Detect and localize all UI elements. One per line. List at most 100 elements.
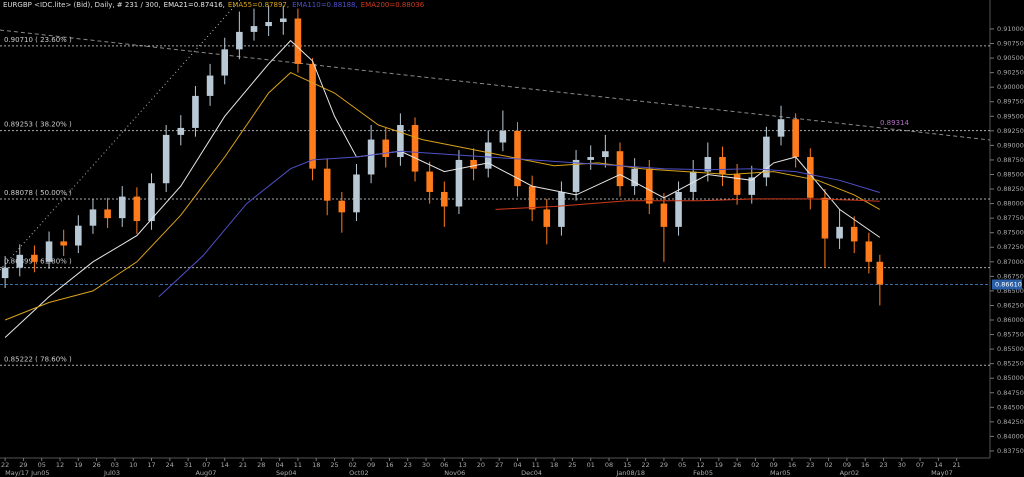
- x-tick-label: 04: [275, 461, 283, 469]
- header-ema-label: EMA55=0.87897,: [228, 1, 289, 9]
- candle-body: [1, 267, 9, 279]
- candle-body: [338, 200, 346, 213]
- candle-body: [16, 254, 24, 268]
- candle-body: [89, 209, 97, 226]
- x-tick-label: 12: [56, 461, 64, 469]
- y-tick-label: 0.89250: [997, 127, 1024, 135]
- x-tick-label: 08: [605, 461, 613, 469]
- month-label: May07: [931, 469, 953, 477]
- candle-body: [411, 125, 419, 172]
- x-tick-label: 07: [202, 461, 210, 469]
- candle-body: [499, 130, 507, 143]
- y-tick-label: 0.86500: [997, 287, 1024, 295]
- x-tick-label: 30: [898, 461, 906, 469]
- y-tick-label: 0.88750: [997, 156, 1024, 164]
- x-tick-label: 16: [385, 461, 393, 469]
- candle-body: [470, 159, 477, 169]
- trend-line-up: [0, 0, 241, 271]
- y-tick-label: 0.88000: [997, 200, 1024, 208]
- candle-body: [528, 186, 536, 210]
- header-ema-label: EMA21=0.87416,: [164, 1, 225, 9]
- y-tick-label: 0.87750: [997, 214, 1024, 222]
- month-label: Mar05: [770, 469, 791, 477]
- x-tick-label: 25: [330, 461, 338, 469]
- candle-body: [426, 171, 433, 192]
- candle-body: [616, 151, 624, 187]
- x-tick-label: 12: [696, 461, 704, 469]
- month-label: Aug07: [195, 469, 216, 477]
- candle-body: [323, 168, 331, 201]
- plot: 0.90710 ( 23.60% ) 0.89253 ( 38.20% ) 0.88…: [0, 5, 990, 366]
- x-tick-label: 23: [404, 461, 412, 469]
- x-tick-label: 05: [678, 461, 686, 469]
- ema-line: [495, 198, 880, 210]
- candle-body: [221, 49, 229, 76]
- x-tick-label: 20: [477, 461, 485, 469]
- x-tick-label: 31: [184, 461, 192, 469]
- candle-body: [353, 174, 360, 213]
- candle-body: [60, 241, 67, 246]
- y-tick-label: 0.86750: [997, 272, 1024, 280]
- candle-body: [162, 134, 170, 184]
- candle-body: [660, 203, 668, 227]
- x-tick-label: 21: [239, 461, 247, 469]
- x-tick-label: 28: [257, 461, 265, 469]
- candle-body: [876, 261, 884, 285]
- last-price-box: [992, 279, 1022, 290]
- candle-body: [807, 157, 814, 198]
- candle-body: [777, 119, 785, 137]
- x-tick-label: 24: [166, 461, 174, 469]
- candle-body: [865, 241, 873, 262]
- y-tick-label: 0.84250: [997, 418, 1024, 426]
- x-tick-label: 22: [641, 461, 649, 469]
- fib-level-label: 0.88078 ( 50.00% ): [4, 189, 72, 197]
- y-tick-label: 0.90500: [997, 54, 1024, 62]
- x-tick-label: 16: [861, 461, 869, 469]
- candle-body: [45, 241, 53, 262]
- candle-body: [748, 177, 756, 195]
- y-tick-label: 0.88250: [997, 185, 1024, 193]
- x-tick-label: 23: [806, 461, 814, 469]
- y-tick-label: 0.89500: [997, 112, 1024, 120]
- x-tick-label: 06: [440, 461, 448, 469]
- ema-line: [4, 72, 881, 321]
- candle-body: [602, 151, 609, 158]
- y-tick-label: 0.90250: [997, 69, 1024, 77]
- y-tick-label: 0.89750: [997, 98, 1024, 106]
- month-label: Apr02: [840, 469, 860, 477]
- y-tick-label: 0.87250: [997, 243, 1024, 251]
- x-tick-label: 02: [824, 461, 832, 469]
- x-tick-label: 14: [934, 461, 942, 469]
- x-tick-label: 07: [916, 461, 924, 469]
- x-tick-label: 29: [19, 461, 27, 469]
- x-tick-label: 30: [422, 461, 430, 469]
- candle-body: [675, 191, 682, 227]
- x-tick-label: 21: [953, 461, 961, 469]
- header-ema-label: EMA200=0.88036: [361, 1, 425, 9]
- fib-level-label: 0.90710 ( 23.60% ): [4, 36, 72, 44]
- candle-body: [645, 168, 653, 204]
- candle-body: [31, 254, 38, 262]
- y-tick-label: 0.85750: [997, 331, 1024, 339]
- x-tick-label: 19: [715, 461, 723, 469]
- last-price-label: 0.86610: [995, 280, 1022, 288]
- x-tick-label: 03: [111, 461, 119, 469]
- candle-body: [118, 196, 126, 219]
- x-tick-label: 04: [513, 461, 521, 469]
- candle-body: [236, 31, 243, 50]
- candle-body: [455, 159, 463, 207]
- candle-body: [294, 18, 302, 64]
- header: EURGBP <IDC.lite> (Bid), Daily, # 231 / …: [3, 1, 425, 9]
- candle-body: [441, 191, 448, 207]
- x-tick-label: 14: [221, 461, 229, 469]
- y-tick-label: 0.84000: [997, 432, 1024, 440]
- candle-body: [206, 75, 214, 96]
- candle-body: [558, 191, 565, 227]
- x-tick-label: 17: [147, 461, 155, 469]
- fib-level-label: 0.85222 ( 78.60% ): [4, 355, 72, 363]
- x-tick-label: 26: [92, 461, 100, 469]
- x-tick-label: 09: [843, 461, 851, 469]
- candle-body: [397, 125, 404, 158]
- x-tick-label: 11: [294, 461, 302, 469]
- y-tick-label: 0.85250: [997, 360, 1024, 368]
